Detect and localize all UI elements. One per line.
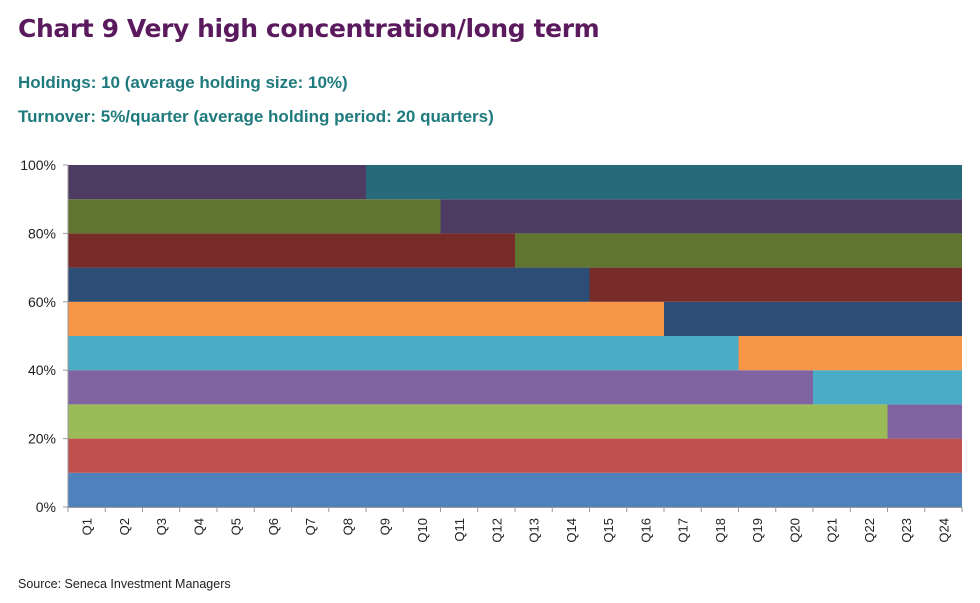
x-tick-label: Q10 — [415, 518, 430, 543]
x-tick-label: Q9 — [378, 518, 393, 535]
bar-segment-band-2-part-1 — [68, 438, 962, 473]
bar-segment-band-9-part-2 — [440, 199, 962, 234]
bar-segment-band-4-part-2 — [813, 370, 962, 405]
y-tick-label: 60% — [28, 294, 56, 310]
x-tick-label: Q7 — [303, 518, 318, 535]
bar-segment-band-9-part-1 — [68, 199, 441, 234]
y-tick-label: 100% — [20, 157, 56, 173]
holding-bands — [68, 165, 962, 507]
bar-segment-band-3-part-2 — [887, 404, 962, 439]
bar-segment-band-6-part-1 — [68, 301, 664, 336]
y-tick-label: 0% — [36, 499, 56, 515]
bar-segment-band-5-part-2 — [738, 336, 962, 371]
bar-segment-band-3-part-1 — [68, 404, 888, 439]
turnover-subtitle: Turnover: 5%/quarter (average holding pe… — [18, 107, 494, 126]
x-tick-label: Q19 — [750, 518, 765, 543]
chart-title: Chart 9 Very high concentration/long ter… — [18, 14, 600, 43]
x-tick-label: Q12 — [489, 518, 504, 543]
x-tick-label: Q3 — [154, 518, 169, 535]
x-tick-label: Q17 — [676, 518, 691, 543]
bar-segment-band-5-part-1 — [68, 336, 739, 371]
x-tick-label: Q4 — [191, 518, 206, 535]
bar-segment-band-10-part-1 — [68, 165, 366, 200]
y-tick-label: 40% — [28, 362, 56, 378]
y-axis-ticks: 0% 20% 40% 60% 80% 100% — [20, 157, 68, 515]
bar-segment-band-1-part-1 — [68, 472, 962, 507]
x-tick-label: Q20 — [787, 518, 802, 543]
bar-segment-band-8-part-1 — [68, 233, 515, 268]
x-axis-ticks: Q1 Q2 Q3 Q4 Q5 Q6 Q7 Q8 Q9 Q10 Q11 Q12 Q13 Q14 Q15 Q16 Q… — [67, 507, 963, 543]
x-tick-label: Q14 — [564, 518, 579, 543]
x-tick-label: Q24 — [936, 518, 951, 543]
x-tick-label: Q13 — [527, 518, 542, 543]
source-note: Source: Seneca Investment Managers — [18, 577, 231, 591]
x-tick-label: Q23 — [899, 518, 914, 543]
bar-segment-band-6-part-2 — [664, 301, 962, 336]
x-tick-label: Q6 — [266, 518, 281, 535]
bar-segment-band-8-part-2 — [515, 233, 962, 268]
bar-segment-band-4-part-1 — [68, 370, 813, 405]
x-tick-label: Q1 — [80, 518, 95, 535]
bar-segment-band-7-part-2 — [589, 267, 962, 302]
x-tick-label: Q22 — [862, 518, 877, 543]
x-tick-label: Q15 — [601, 518, 616, 543]
bar-segment-band-7-part-1 — [68, 267, 590, 302]
y-tick-label: 80% — [28, 225, 56, 241]
x-tick-label: Q5 — [229, 518, 244, 535]
x-tick-label: Q16 — [638, 518, 653, 543]
x-tick-label: Q11 — [452, 518, 467, 542]
x-tick-label: Q21 — [825, 518, 840, 543]
holdings-subtitle: Holdings: 10 (average holding size: 10%) — [18, 73, 348, 92]
x-tick-label: Q8 — [340, 518, 355, 535]
x-tick-label: Q18 — [713, 518, 728, 543]
bar-segment-band-10-part-2 — [366, 165, 962, 200]
y-tick-label: 20% — [28, 431, 56, 447]
x-tick-label: Q2 — [117, 518, 132, 535]
